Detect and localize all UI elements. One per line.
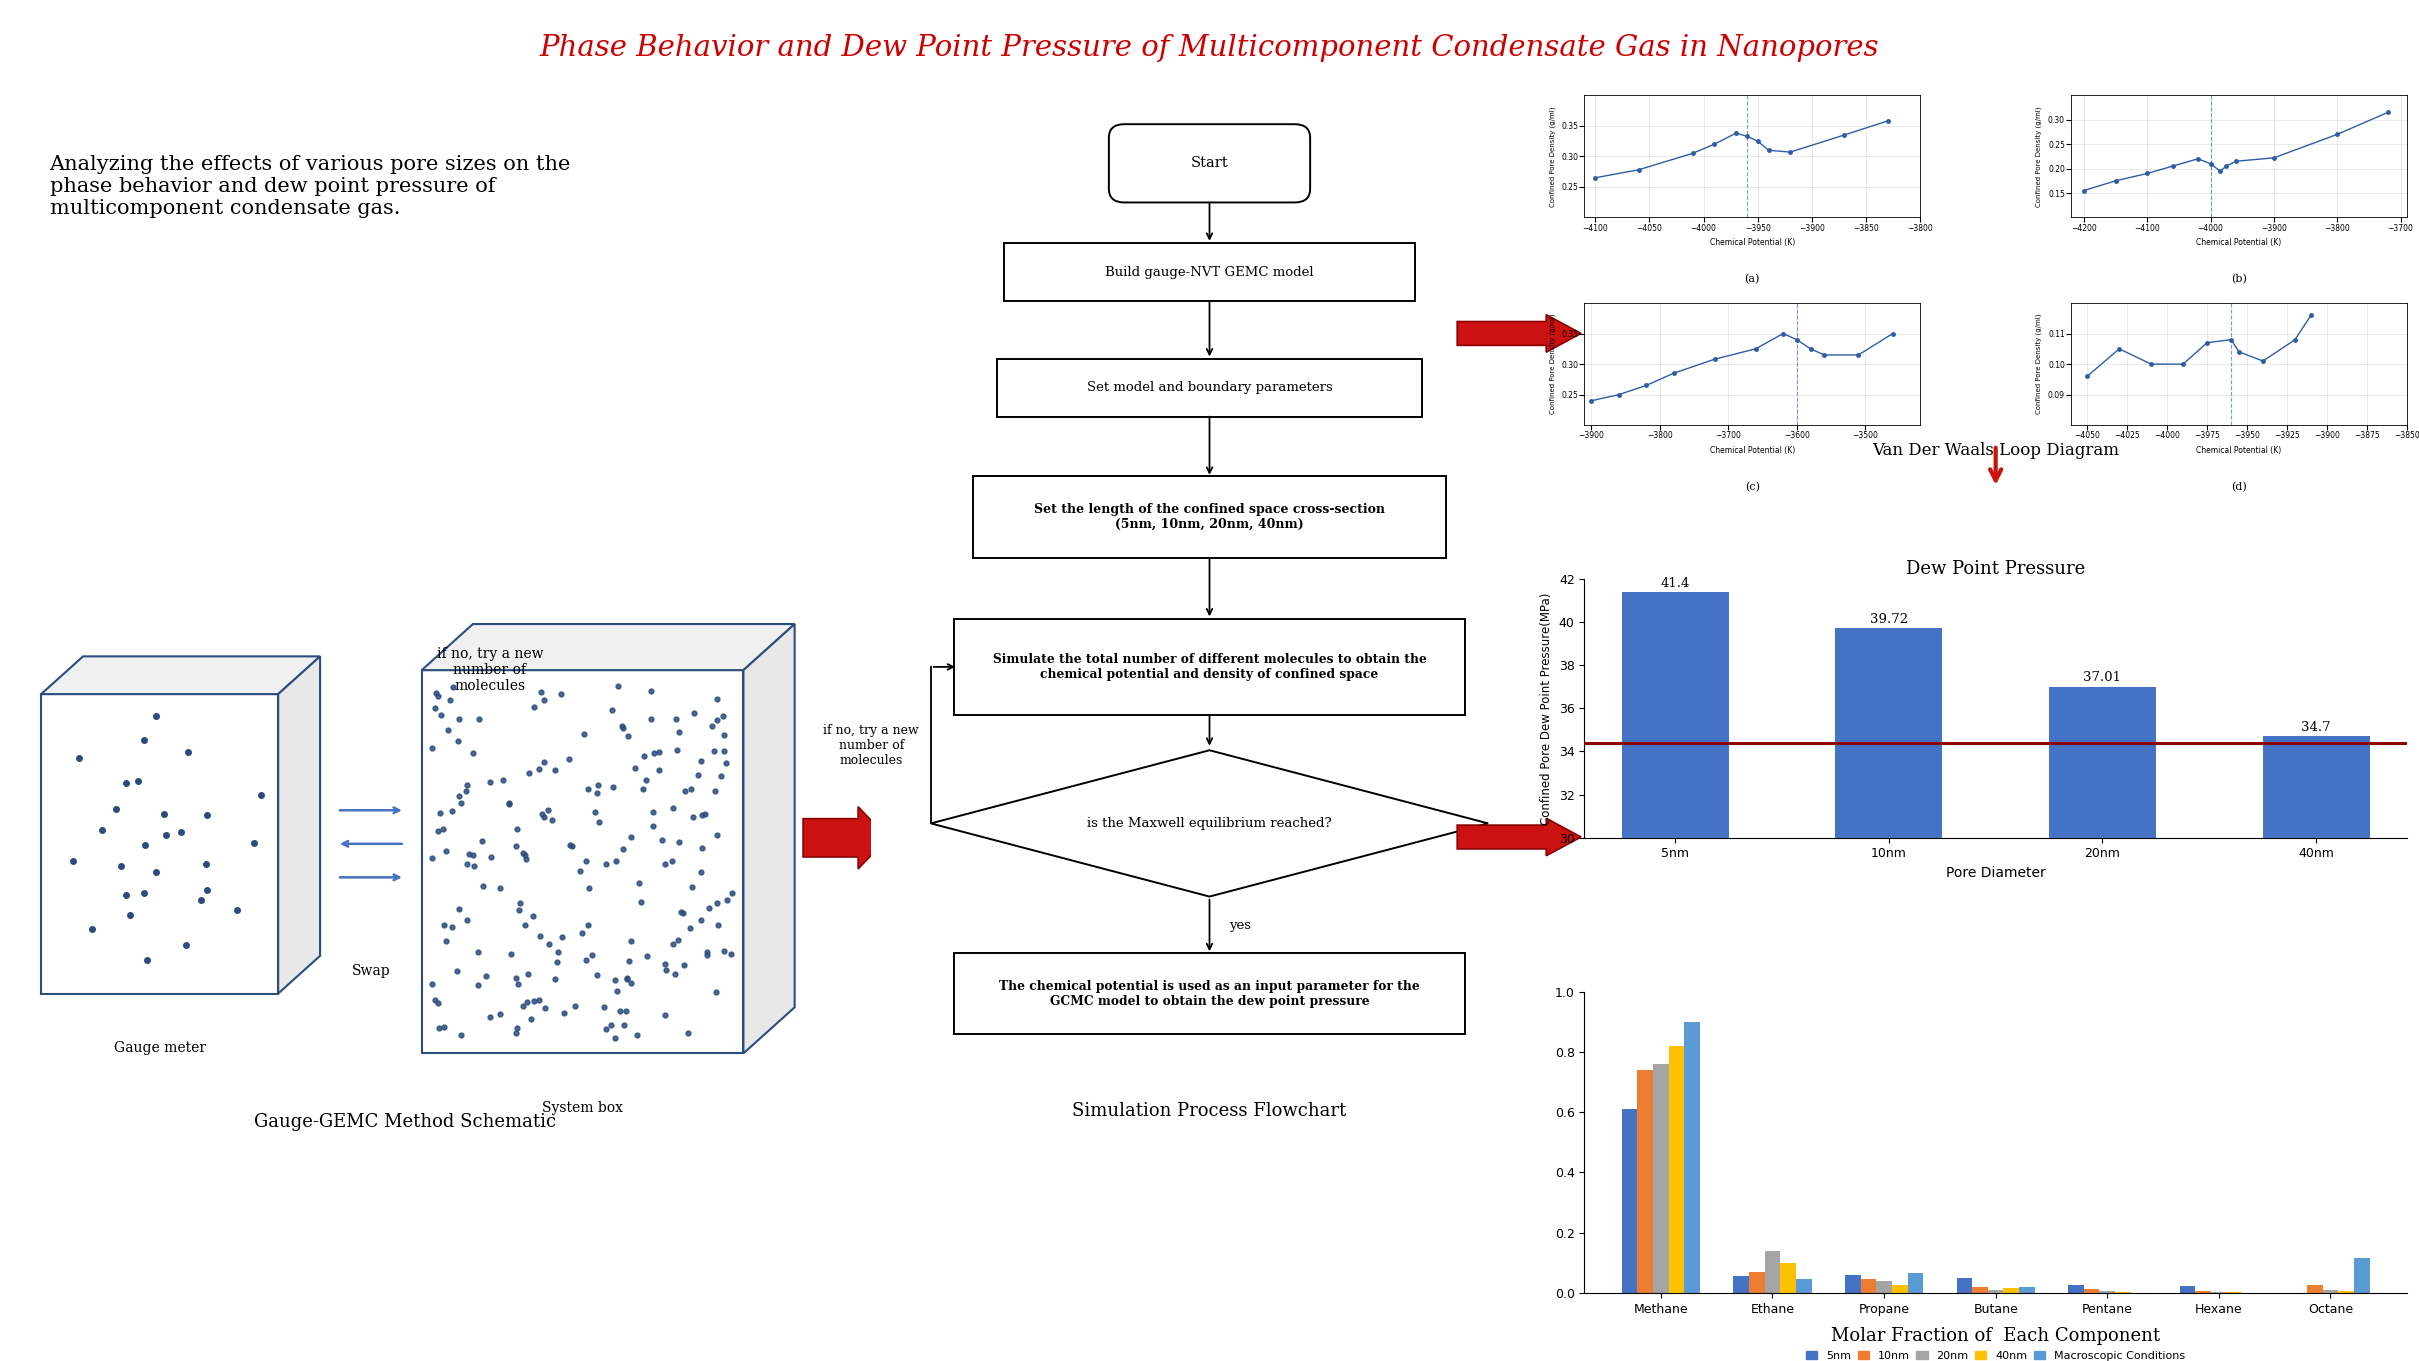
Bar (1988, 1290, 2003, 1293)
Text: Phase Behavior and Dew Point Pressure of Multicomponent Condensate Gas in Nanopo: Phase Behavior and Dew Point Pressure of… (539, 34, 1880, 63)
Legend: 5nm, 10nm, 20nm, 40nm, Macroscopic Conditions: 5nm, 10nm, 20nm, 40nm, Macroscopic Condi… (1802, 1346, 2189, 1361)
Y-axis label: Confined Pore Density (g/ml): Confined Pore Density (g/ml) (2037, 314, 2042, 414)
Title: (c): (c) (1744, 482, 1759, 493)
Bar (1846, 1275, 1860, 1293)
Bar (1621, 1109, 1638, 1293)
Polygon shape (743, 625, 793, 1053)
Text: Start: Start (1190, 157, 1229, 170)
Y-axis label: Confined Pore Dew Point Pressure(MPa): Confined Pore Dew Point Pressure(MPa) (1541, 592, 1553, 825)
Text: 34.7: 34.7 (2300, 721, 2332, 734)
FancyBboxPatch shape (1004, 244, 1415, 301)
Bar (1892, 1285, 1909, 1293)
Title: (d): (d) (2230, 482, 2247, 493)
Bar (1621, 592, 1730, 1361)
X-axis label: Molar Fraction of  Each Component: Molar Fraction of Each Component (1831, 1327, 2160, 1345)
Text: if no, try a new
number of
molecules: if no, try a new number of molecules (822, 724, 919, 766)
Polygon shape (278, 656, 319, 994)
FancyArrow shape (803, 807, 888, 868)
Bar (1795, 1279, 1812, 1293)
Bar (1638, 1070, 1652, 1293)
Text: Analyzing the effects of various pore sizes on the
phase behavior and dew point : Analyzing the effects of various pore si… (48, 155, 571, 218)
Bar (2049, 687, 2155, 1361)
Bar (1766, 1251, 1780, 1293)
Bar (1734, 1277, 1749, 1293)
Bar (1669, 1047, 1684, 1293)
Bar (2196, 1290, 2211, 1293)
Bar (1877, 1281, 1892, 1293)
Bar (1749, 1273, 1766, 1293)
X-axis label: Chemical Potential (K): Chemical Potential (K) (2196, 238, 2281, 248)
Polygon shape (41, 656, 319, 694)
Bar (2020, 1288, 2034, 1293)
Bar (1971, 1288, 1988, 1293)
Title: (b): (b) (2230, 274, 2247, 284)
Text: Van Der Waals Loop Diagram: Van Der Waals Loop Diagram (1872, 442, 2119, 459)
Text: Simulate the total number of different molecules to obtain the
chemical potentia: Simulate the total number of different m… (992, 653, 1427, 680)
FancyBboxPatch shape (953, 619, 1466, 715)
Bar (2100, 1292, 2114, 1293)
Text: 41.4: 41.4 (1659, 577, 1691, 589)
Bar (2339, 1290, 2354, 1293)
Bar (1860, 1279, 1877, 1293)
Text: Build gauge-NVT GEMC model: Build gauge-NVT GEMC model (1105, 265, 1314, 279)
Bar (2083, 1289, 2100, 1293)
X-axis label: Chemical Potential (K): Chemical Potential (K) (1710, 238, 1795, 248)
Polygon shape (41, 694, 278, 994)
Text: Set model and boundary parameters: Set model and boundary parameters (1086, 381, 1333, 395)
FancyArrow shape (1456, 818, 1582, 856)
Y-axis label: Confined Pore Density (g/ml): Confined Pore Density (g/ml) (1548, 106, 1555, 207)
Polygon shape (421, 670, 743, 1053)
Bar (2003, 1289, 2020, 1293)
Y-axis label: Confined Pore Density (g/ml): Confined Pore Density (g/ml) (1548, 314, 1555, 414)
Title: (a): (a) (1744, 274, 1761, 284)
Title: Dew Point Pressure: Dew Point Pressure (1906, 559, 2085, 578)
Text: Swap: Swap (351, 964, 389, 977)
Text: System box: System box (542, 1101, 624, 1115)
X-axis label: Chemical Potential (K): Chemical Potential (K) (1710, 446, 1795, 455)
Text: Set the length of the confined space cross-section
(5nm, 10nm, 20nm, 40nm): Set the length of the confined space cro… (1033, 504, 1386, 531)
Text: if no, try a new
number of
molecules: if no, try a new number of molecules (435, 646, 544, 693)
Bar (2308, 1285, 2322, 1293)
Text: is the Maxwell equilibrium reached?: is the Maxwell equilibrium reached? (1086, 817, 1333, 830)
Y-axis label: Confined Pore Density (g/ml): Confined Pore Density (g/ml) (2037, 106, 2042, 207)
Bar (2180, 1286, 2196, 1293)
Polygon shape (421, 625, 793, 670)
Text: 37.01: 37.01 (2083, 671, 2121, 685)
FancyBboxPatch shape (1108, 124, 1311, 203)
Bar (1836, 629, 1942, 1361)
Bar (2354, 1259, 2371, 1293)
Text: 39.72: 39.72 (1870, 612, 1909, 626)
Bar (2322, 1290, 2339, 1293)
Bar (1780, 1263, 1795, 1293)
Bar (2262, 736, 2371, 1361)
Polygon shape (931, 750, 1488, 897)
FancyBboxPatch shape (997, 359, 1422, 416)
Text: Simulation Process Flowchart: Simulation Process Flowchart (1072, 1102, 1347, 1120)
FancyArrow shape (1456, 314, 1582, 352)
X-axis label: Pore Diameter: Pore Diameter (1945, 866, 2046, 879)
Bar (1652, 1064, 1669, 1293)
Bar (1684, 1022, 1701, 1293)
Bar (2068, 1285, 2083, 1293)
Text: The chemical potential is used as an input parameter for the
GCMC model to obtai: The chemical potential is used as an inp… (999, 980, 1420, 1007)
Text: yes: yes (1229, 919, 1251, 932)
FancyBboxPatch shape (972, 476, 1447, 558)
Text: Gauge-GEMC Method Schematic: Gauge-GEMC Method Schematic (254, 1113, 556, 1131)
Bar (1957, 1278, 1971, 1293)
X-axis label: Chemical Potential (K): Chemical Potential (K) (2196, 446, 2281, 455)
FancyBboxPatch shape (953, 953, 1466, 1034)
Bar (1909, 1274, 1923, 1293)
Text: Gauge meter: Gauge meter (114, 1041, 206, 1055)
